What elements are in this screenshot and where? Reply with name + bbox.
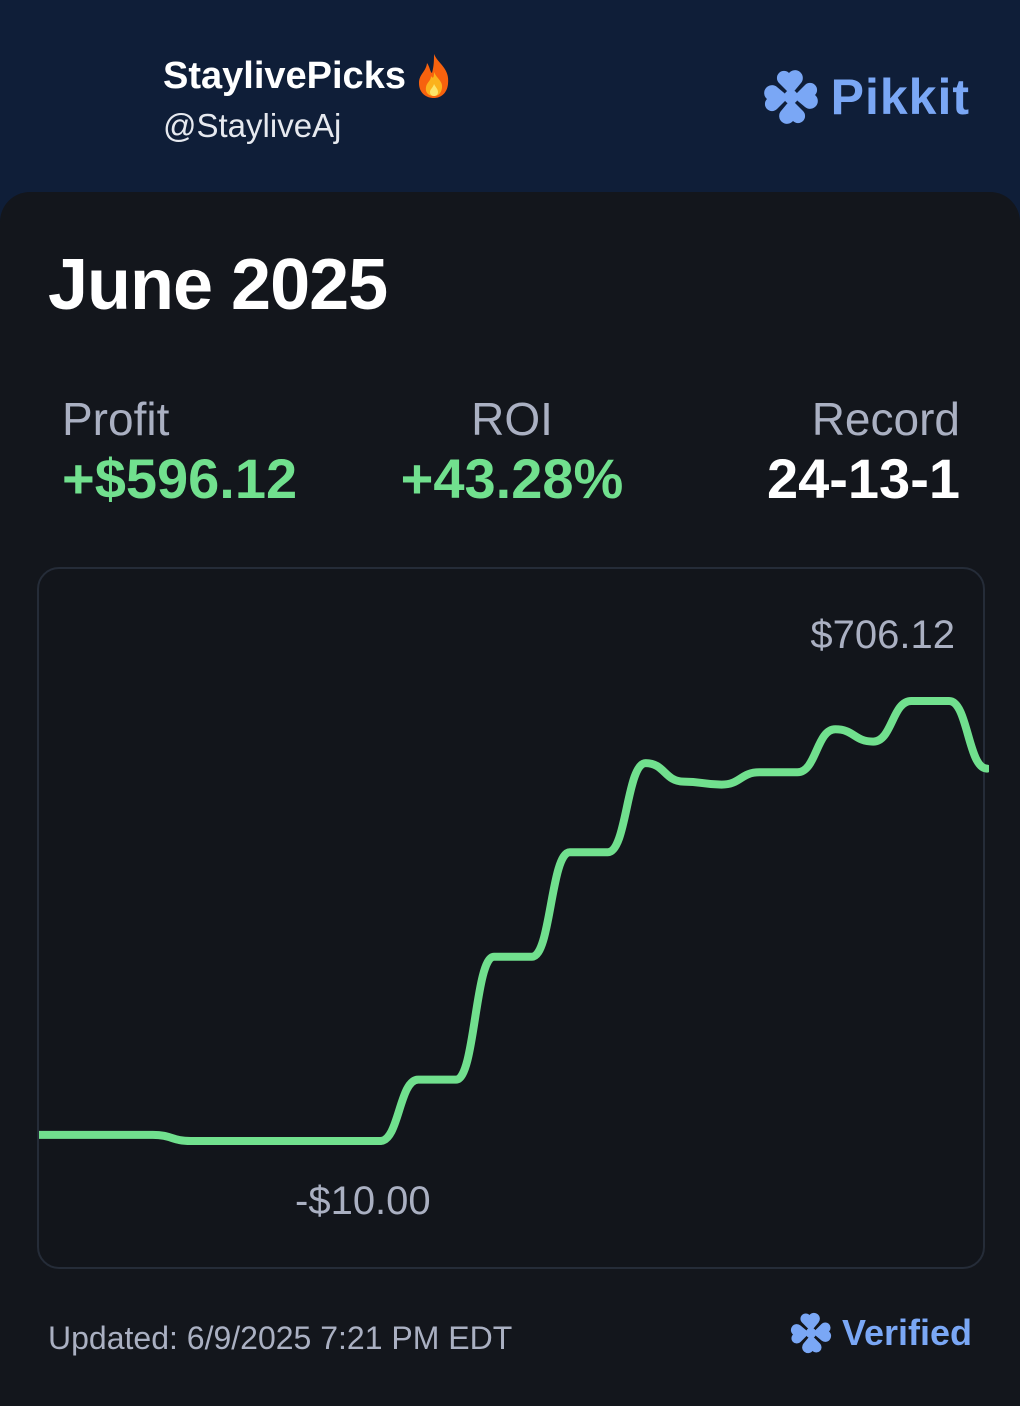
record-label: Record	[811, 393, 960, 445]
display-name: StaylivePicks	[163, 55, 406, 97]
clover-logo-icon	[763, 70, 818, 124]
profit-line-chart	[39, 697, 989, 1145]
pikkit-brand: Pikkit	[763, 68, 970, 126]
roi-value: +43.28%	[400, 447, 624, 510]
profit-stat: Profit +$596.12	[62, 394, 297, 510]
roi-label: ROI	[471, 393, 553, 445]
record-value: 24-13-1	[766, 447, 960, 510]
profit-label: Profit	[62, 393, 170, 445]
clover-verified-icon	[790, 1312, 832, 1354]
user-block: StaylivePicks @StayliveAj	[163, 52, 454, 146]
profit-value: +$596.12	[62, 447, 298, 510]
chart-max-label: $706.12	[810, 613, 955, 657]
period-title: June 2025	[48, 245, 388, 325]
roi-stat: ROI +43.28%	[400, 394, 624, 510]
verified-badge: Verified	[790, 1312, 972, 1354]
record-stat: Record 24-13-1	[767, 394, 960, 510]
updated-timestamp: Updated: 6/9/2025 7:21 PM EDT	[48, 1320, 513, 1356]
chart-min-label: -$10.00	[295, 1179, 431, 1223]
profit-chart: $706.12 -$10.00	[37, 567, 989, 1269]
profile-header: StaylivePicks @StayliveAj Pikkit	[0, 0, 1020, 200]
profit-series-line	[39, 697, 989, 1145]
display-name-row: StaylivePicks	[163, 52, 454, 100]
monthly-summary-card: June 2025 Profit +$596.12 ROI +43.28% Re…	[0, 192, 1020, 1406]
user-handle: @StayliveAj	[163, 107, 342, 144]
fire-icon	[418, 54, 449, 98]
brand-name: Pikkit	[830, 69, 970, 125]
verified-label: Verified	[841, 1312, 972, 1353]
